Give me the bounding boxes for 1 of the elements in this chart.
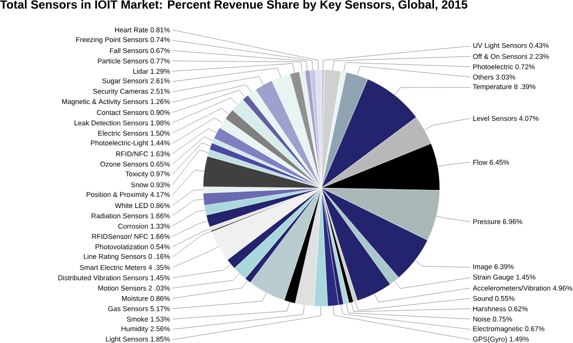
chart-title: Total Sensors in IOIT Market: Percent Revenue Share by Key Sensors, Global, 2015	[0, 0, 468, 11]
